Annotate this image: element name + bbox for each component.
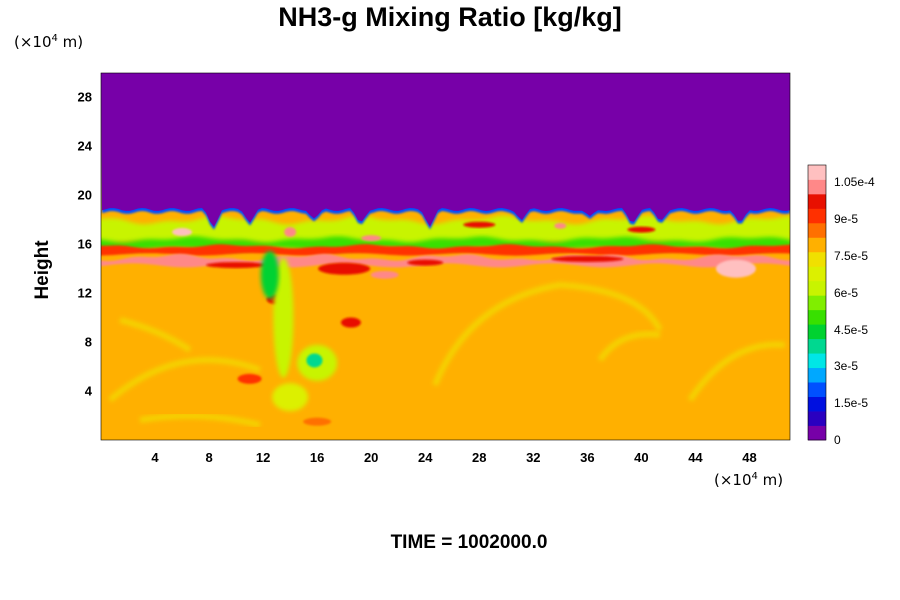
y-tick-label: 8 (84, 334, 92, 350)
x-tick-label: 40 (634, 450, 649, 465)
y-tick-label: 20 (77, 187, 92, 203)
field-plume (273, 257, 294, 378)
colorbar-swatch (808, 193, 826, 209)
field-blob (172, 228, 193, 237)
colorbar-tick-label: 0 (834, 433, 841, 447)
field-swirl (597, 331, 661, 362)
colorbar-tick-label: 4.5e-5 (834, 322, 869, 337)
plot-frame (100, 72, 791, 441)
field-swirl (432, 281, 663, 387)
field-plume (306, 353, 323, 368)
field-blob (463, 221, 496, 228)
field-streak (237, 373, 262, 384)
colorbar-tick-label: 7.5e-5 (834, 248, 869, 263)
colorbar-tick-label: 1.05e-4 (834, 175, 875, 190)
time-label: TIME = 1002000.0 (390, 532, 548, 553)
colorbar-swatch (808, 280, 826, 296)
field-plume (272, 383, 309, 412)
x-tick-label: 36 (580, 450, 595, 465)
colorbar-swatch (808, 396, 826, 412)
colorbar-swatch (808, 165, 826, 180)
colorbar-swatch (808, 338, 826, 354)
field-swirl (108, 357, 262, 403)
y-tick-label: 12 (77, 285, 92, 301)
field-blob (318, 262, 371, 275)
x-tick-label: 16 (309, 450, 325, 465)
y-axis-unit: (×104 m) (14, 33, 84, 51)
colorbar-swatch (808, 324, 826, 340)
field-blob (627, 226, 656, 233)
field-swirl (139, 413, 261, 428)
colorbar-swatch (808, 425, 826, 441)
field-blob (551, 255, 624, 262)
field-swirl (687, 341, 786, 402)
x-tick-label: 4 (151, 450, 159, 465)
y-tick-label: 28 (77, 89, 92, 105)
colorbar-swatch (808, 411, 826, 426)
colorbar-tick-label: 6e-5 (834, 285, 859, 300)
field-blob (554, 222, 567, 229)
colorbar-swatch (808, 266, 826, 282)
y-tick-label: 24 (77, 138, 92, 154)
x-tick-label: 48 (742, 450, 757, 465)
x-tick-label: 8 (205, 450, 213, 465)
chart-title: NH3-g Mixing Ratio [kg/kg] (278, 2, 622, 32)
colorbar (807, 164, 827, 441)
field-blob (407, 259, 444, 266)
colorbar-frame (807, 164, 827, 441)
field-blob (284, 227, 297, 238)
x-axis-unit: (×104 m) (714, 471, 784, 489)
x-tick-label: 24 (418, 450, 433, 465)
x-tick-label: 44 (688, 450, 703, 465)
field-blob (715, 259, 756, 278)
y-tick-label: 4 (84, 383, 92, 399)
colorbar-swatch (808, 353, 826, 369)
colorbar-swatch (808, 179, 826, 195)
field-blob (206, 262, 267, 269)
colorbar-swatch (808, 295, 826, 311)
x-tick-label: 12 (255, 450, 271, 465)
field-blob (340, 317, 361, 328)
colorbar-swatch (808, 367, 826, 383)
colorbar-swatch (808, 382, 826, 397)
y-tick-label: 16 (77, 236, 92, 252)
colorbar-swatch (808, 237, 826, 253)
colorbar-swatch (808, 222, 826, 238)
colorbar-swatch (808, 208, 826, 224)
colorbar-tick-label: 9e-5 (834, 212, 859, 227)
heatmap-field (101, 73, 790, 440)
field-streak (303, 417, 332, 426)
x-tick-label: 32 (526, 450, 541, 465)
field-blob (361, 235, 382, 242)
x-tick-label: 28 (472, 450, 487, 465)
colorbar-swatch (808, 251, 826, 267)
field-swirl (119, 317, 192, 353)
colorbar-swatch (808, 309, 826, 325)
x-tick-label: 20 (363, 450, 379, 465)
colorbar-tick-label: 3e-5 (834, 359, 859, 374)
field-plume (260, 250, 279, 299)
field-upper-region (101, 73, 790, 227)
colorbar-tick-label: 1.5e-5 (834, 396, 869, 411)
field-blob (370, 270, 399, 279)
